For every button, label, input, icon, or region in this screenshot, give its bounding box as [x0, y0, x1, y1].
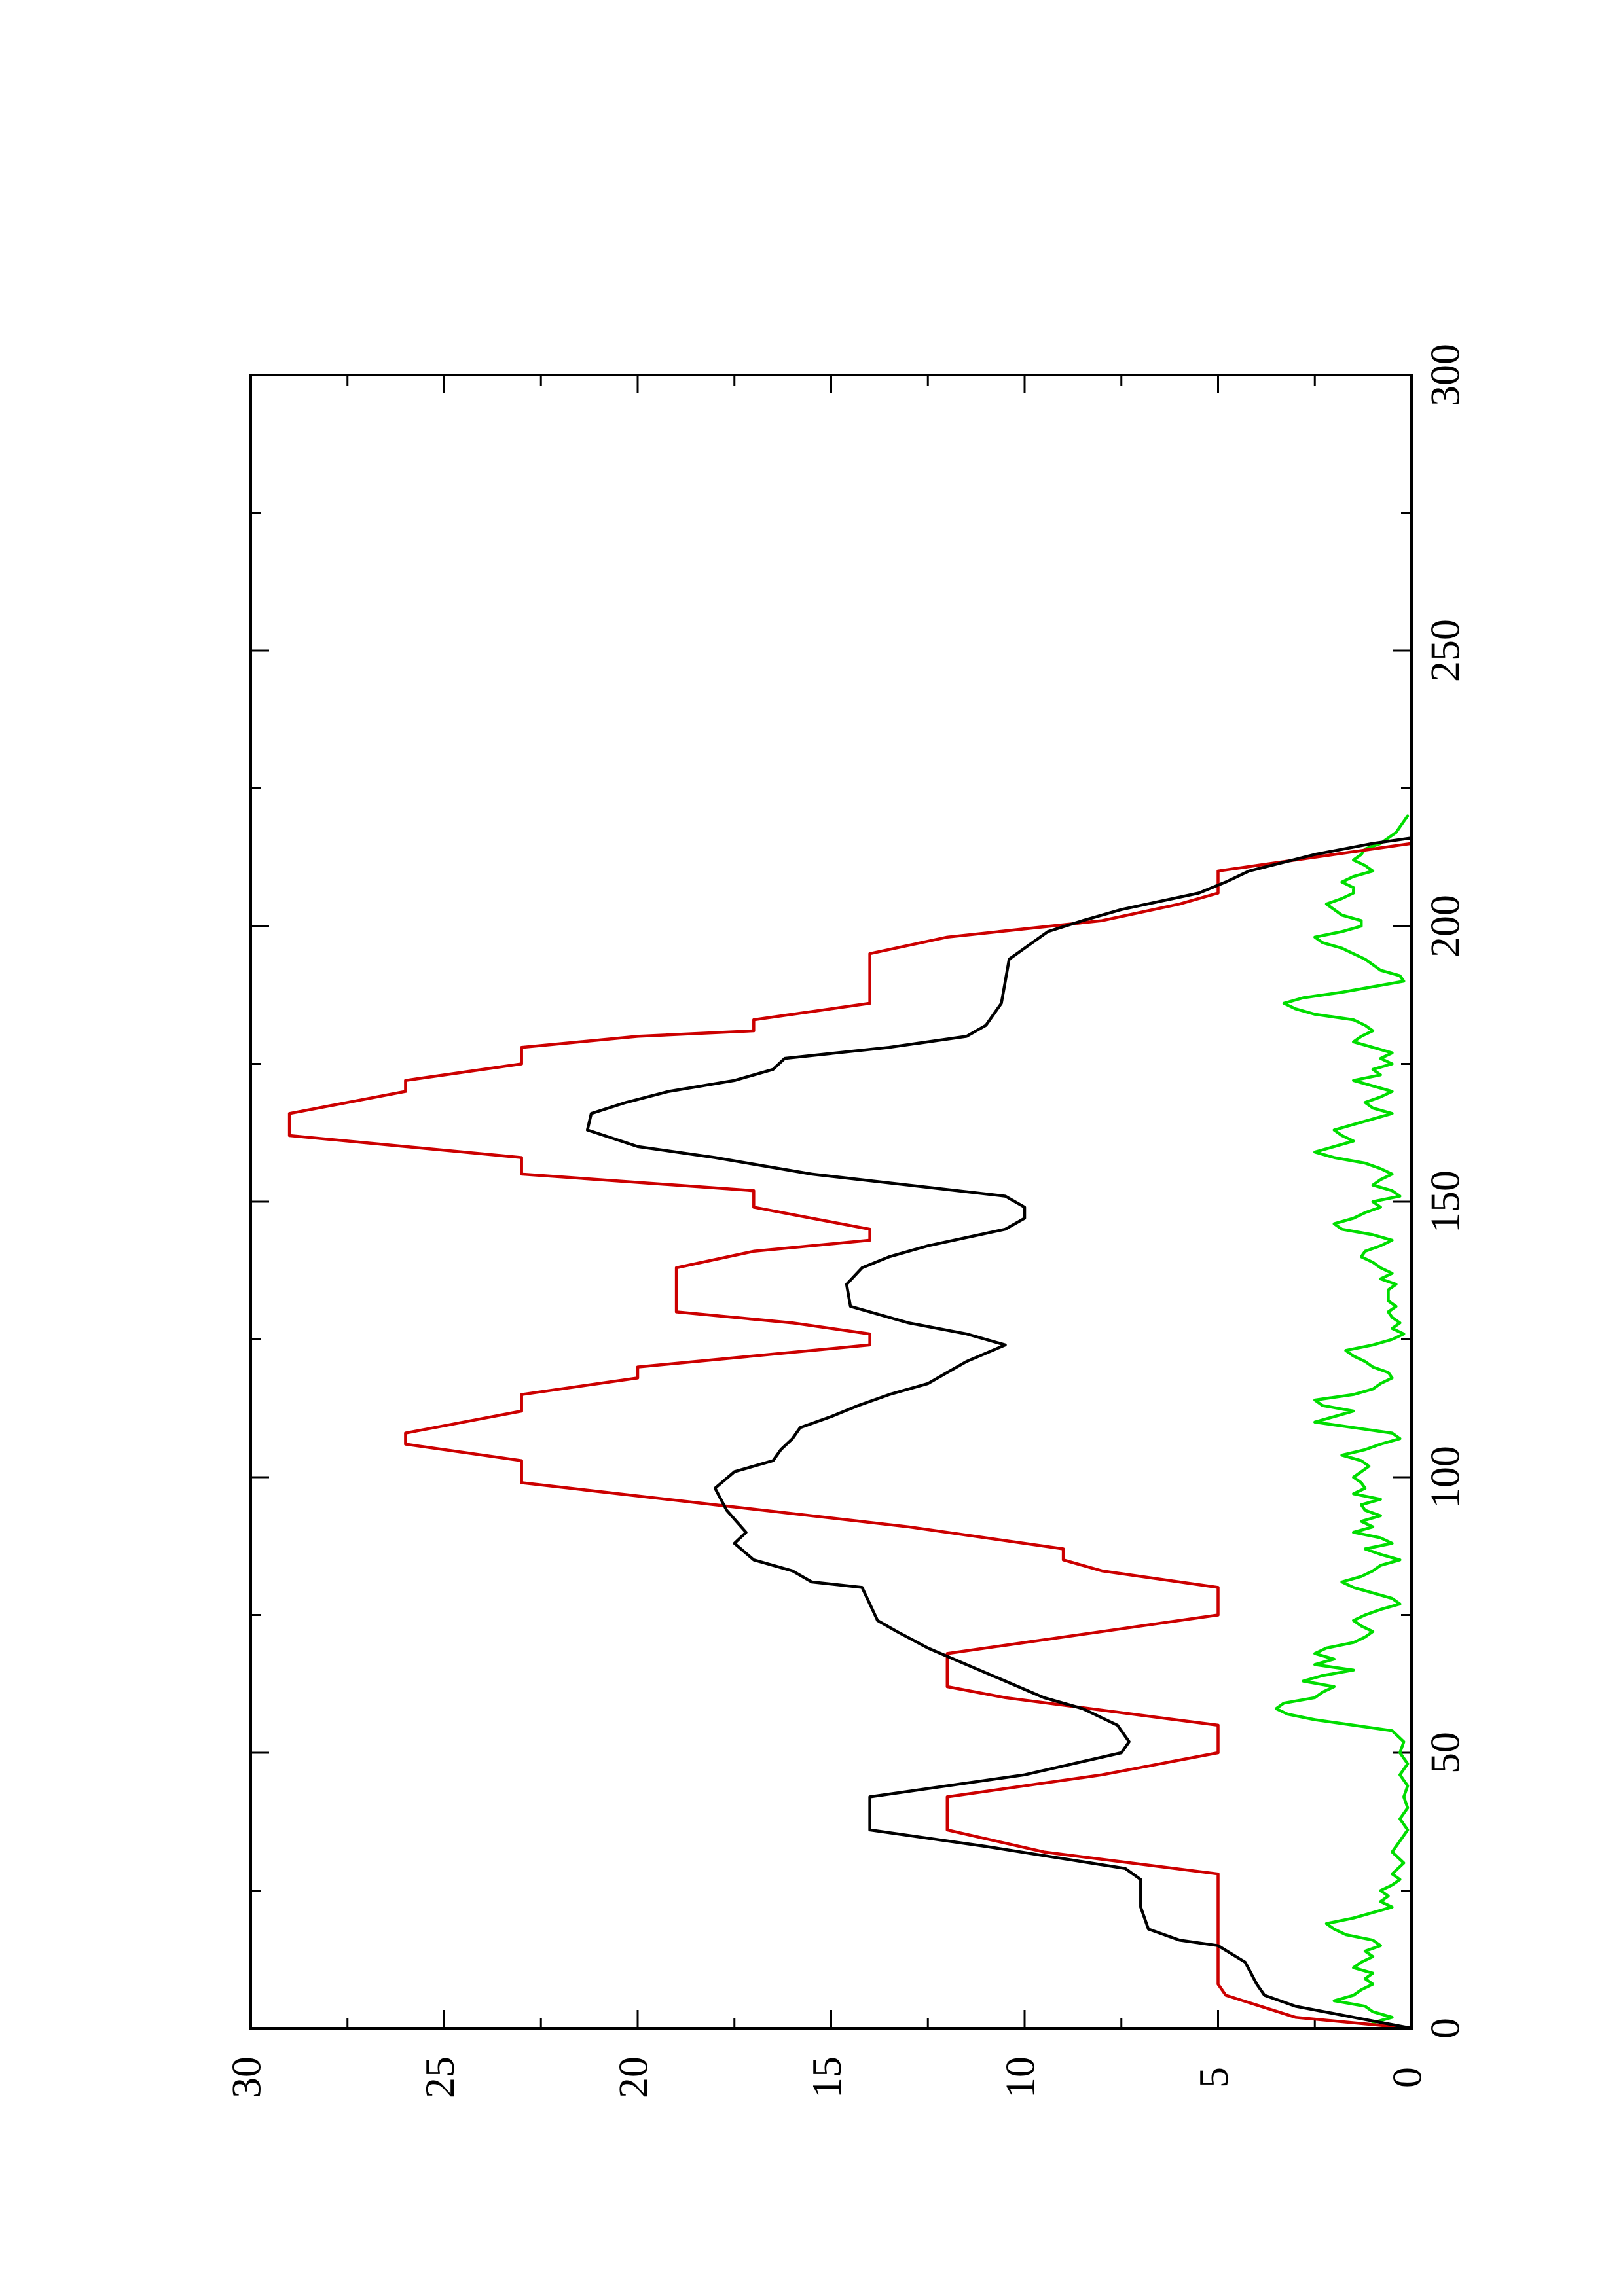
x-tick-label: 200: [1422, 895, 1468, 958]
x-tick-label: 300: [1422, 344, 1468, 406]
x-tick-label: 250: [1422, 619, 1468, 682]
x-tick-label: 50: [1422, 1732, 1468, 1774]
x-tick-label: 100: [1422, 1446, 1468, 1509]
tick-marks: [249, 374, 1413, 2030]
y-tick-label: 10: [997, 2056, 1044, 2098]
x-tick-label: 150: [1422, 1170, 1468, 1233]
y-tick-label: 30: [223, 2056, 270, 2098]
series-green-line: [1274, 814, 1410, 2024]
series-red-line: [287, 842, 1413, 2030]
y-tick-label: 0: [1384, 2067, 1431, 2088]
series-black-line: [585, 836, 1413, 2030]
plot-frame: [249, 374, 1413, 2030]
plot-series: [287, 814, 1413, 2030]
y-tick-label: 20: [610, 2056, 657, 2098]
y-tick-label: 25: [416, 2056, 463, 2098]
y-tick-label: 15: [803, 2056, 850, 2098]
y-tick-label: 5: [1190, 2067, 1237, 2088]
tick-labels: 0 50 100 150 200 250 300 0 5 10 15 20 25 30: [223, 344, 1468, 2098]
x-tick-label: 0: [1422, 2018, 1468, 2039]
